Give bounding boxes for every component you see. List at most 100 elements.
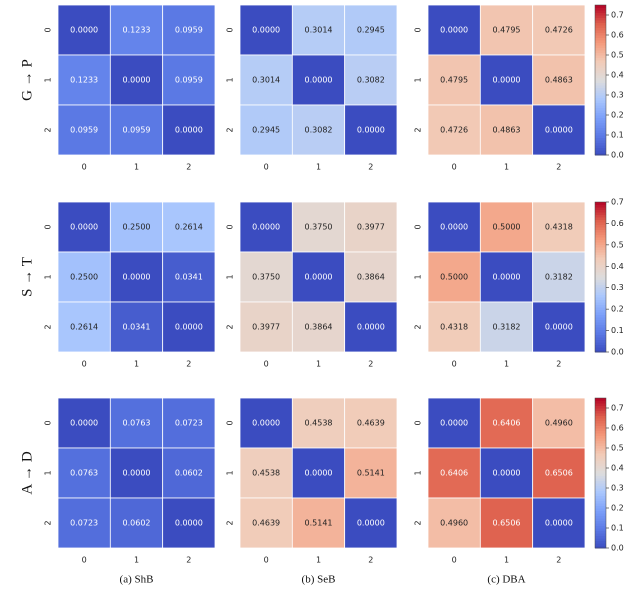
colorbar-segment xyxy=(595,15,606,18)
colorbar-segment xyxy=(595,530,606,534)
cell-label: 0.2945 xyxy=(252,126,280,135)
heatmap-cell xyxy=(532,447,586,499)
colorbar-segment xyxy=(595,289,606,293)
cell-label: 0.2614 xyxy=(175,223,203,232)
colorbar-segment xyxy=(595,40,606,43)
x-tick-label: 0 xyxy=(452,163,457,172)
heatmap-cell xyxy=(162,201,216,253)
heatmap-cell xyxy=(57,54,111,106)
colorbar-segment xyxy=(595,257,606,260)
cell-label: 0.0000 xyxy=(440,419,468,428)
heatmap-cell xyxy=(479,301,534,353)
colorbar-segment xyxy=(595,272,606,275)
colorbar-segment xyxy=(595,227,606,230)
cell-label: 0.4639 xyxy=(252,519,280,528)
cell-label: 0.3014 xyxy=(305,26,333,35)
cell-label: 0.5141 xyxy=(357,469,385,478)
colorbar-segment xyxy=(595,324,606,328)
colorbar-tick-label: 0.5 xyxy=(611,51,624,60)
colorbar-segment xyxy=(595,25,606,28)
x-tick-label: 1 xyxy=(134,556,139,565)
x-tick-label: 1 xyxy=(134,163,139,172)
heatmap-cell xyxy=(109,497,164,549)
heatmap-cell xyxy=(57,4,111,56)
cell-label: 0.0000 xyxy=(357,519,385,528)
colorbar-segment xyxy=(595,458,606,461)
cell-label: 0.2500 xyxy=(123,223,151,232)
colorbar-segment xyxy=(595,17,606,21)
colorbar-segment xyxy=(595,468,606,471)
colorbar-segment xyxy=(595,150,606,153)
cell-label: 0.0000 xyxy=(175,519,203,528)
colorbar-segment xyxy=(595,294,606,298)
y-tick-label: 2 xyxy=(226,520,235,525)
y-tick-label: 0 xyxy=(44,420,53,425)
colorbar-segment xyxy=(595,277,606,280)
colorbar-segment xyxy=(595,142,606,146)
y-tick-label: 2 xyxy=(44,324,53,329)
colorbar-segment xyxy=(595,337,606,340)
x-tick-label: 2 xyxy=(556,556,561,565)
y-tick-label: 1 xyxy=(44,274,53,279)
colorbar-segment xyxy=(595,234,606,238)
colorbar-segment xyxy=(595,490,606,494)
x-tick-label: 2 xyxy=(556,360,561,369)
colorbar-segment xyxy=(595,102,606,106)
heatmap-cell xyxy=(427,104,481,156)
cell-label: 0.4960 xyxy=(545,419,573,428)
heatmap-cell xyxy=(479,397,534,449)
colorbar-segment xyxy=(595,438,606,441)
colorbar-segment xyxy=(595,279,606,283)
colorbar-tick-label: 0.5 xyxy=(611,240,624,249)
colorbar-segment xyxy=(595,433,606,436)
x-tick-label: 2 xyxy=(186,360,191,369)
y-tick-label: 2 xyxy=(414,324,423,329)
colorbar-segment xyxy=(595,214,606,218)
x-tick-label: 1 xyxy=(316,163,321,172)
colorbar-segment xyxy=(595,237,606,240)
heatmap-cell xyxy=(239,447,293,499)
heatmap-cell xyxy=(109,251,164,303)
colorbar-segment xyxy=(595,207,606,210)
colorbar-segment xyxy=(595,65,606,68)
y-tick-label: 0 xyxy=(226,420,235,425)
colorbar-segment xyxy=(595,403,606,406)
colorbar-segment xyxy=(595,440,606,444)
colorbar-segment xyxy=(595,329,606,333)
heatmap-cell xyxy=(162,251,216,303)
y-tick-label: 0 xyxy=(44,224,53,229)
cell-label: 0.4863 xyxy=(493,126,521,135)
y-tick-label: 1 xyxy=(226,470,235,475)
cell-label: 0.0000 xyxy=(175,323,203,332)
colorbar-tick-label: 0.7 xyxy=(611,404,624,413)
cell-label: 0.0000 xyxy=(252,223,280,232)
x-tick-label: 0 xyxy=(264,163,269,172)
colorbar-segment xyxy=(595,90,606,93)
colorbar-segment xyxy=(595,525,606,529)
colorbar-segment xyxy=(595,72,606,76)
heatmap-cell xyxy=(162,497,216,549)
heatmap-cell xyxy=(162,447,216,499)
colorbar-segment xyxy=(595,242,606,245)
cell-label: 0.3014 xyxy=(252,76,280,85)
colorbar-segment xyxy=(595,415,606,419)
colorbar-segment xyxy=(595,60,606,63)
colorbar-segment xyxy=(595,292,606,295)
colorbar-segment xyxy=(595,317,606,320)
heatmap-cell xyxy=(162,104,216,156)
colorbar-segment xyxy=(595,460,606,464)
colorbar-segment xyxy=(595,249,606,253)
heatmap-cell xyxy=(532,497,586,549)
heatmap-cell xyxy=(109,104,164,156)
colorbar-segment xyxy=(595,465,606,469)
y-tick-label: 1 xyxy=(44,77,53,82)
heatmap-cell xyxy=(162,4,216,56)
colorbar-segment xyxy=(595,453,606,456)
cell-label: 0.3082 xyxy=(357,76,385,85)
colorbar-segment xyxy=(595,97,606,101)
colorbar-segment xyxy=(595,302,606,305)
cell-label: 0.3977 xyxy=(252,323,280,332)
colorbar-segment xyxy=(595,62,606,66)
heatmap-cell xyxy=(109,397,164,449)
